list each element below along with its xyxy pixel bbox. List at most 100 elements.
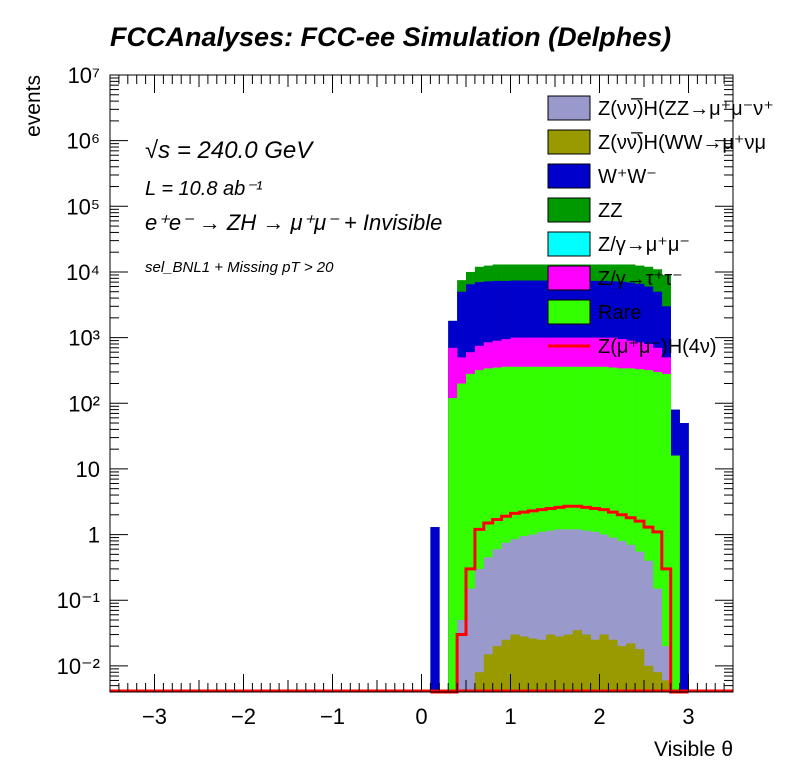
bar-rare-4 [466, 373, 476, 692]
bar-zhzz-24 [644, 560, 654, 692]
x-tick-label: 2 [593, 704, 605, 729]
y-tick-label: 10⁻¹ [57, 588, 100, 613]
x-tick-label: −1 [320, 704, 345, 729]
bar-zhzz-20 [608, 537, 618, 692]
bar-rare-18 [590, 366, 600, 692]
bar-zhzz-21 [617, 540, 627, 692]
bar-zhzz-11 [528, 534, 538, 692]
bar-zhww-23 [635, 649, 645, 692]
bar-rare-7 [492, 367, 502, 692]
bar-zhww-20 [608, 639, 618, 692]
bar-rare-22 [626, 368, 636, 692]
bar-ww-0 [430, 527, 440, 692]
x-tick-label: 3 [682, 704, 694, 729]
bar-zhzz-7 [492, 549, 502, 692]
y-tick-label: 10⁻² [57, 654, 100, 679]
bar-zhzz-5 [474, 568, 485, 692]
legend-swatch [547, 129, 591, 155]
bar-zhzz-6 [483, 557, 493, 692]
bar-zhzz-26 [661, 646, 671, 692]
x-axis-label: Visible θ [654, 738, 733, 761]
bar-zhww-12 [537, 639, 547, 692]
bar-rare-5 [474, 370, 485, 692]
bar-zhww-11 [528, 638, 538, 692]
signal-step [430, 504, 689, 694]
bar-zhww-13 [546, 634, 556, 692]
bar-rare-9 [510, 366, 520, 692]
bar-zhzz-9 [510, 539, 520, 692]
signal-line [430, 504, 689, 694]
bar-zhww-25 [652, 672, 663, 692]
y-axis-label: events [22, 75, 45, 137]
legend: Z(νν̅)H(ZZ→μ⁺μ⁻ν⁺ Z(νν̅)H(WW→μ⁺νμ W⁺W⁻ ZZ Z/… [547, 95, 774, 358]
x-tick-label: 1 [504, 704, 516, 729]
bar-rare-26 [661, 373, 671, 692]
bar-rare-20 [608, 367, 618, 692]
bar-zhww-19 [599, 634, 609, 692]
bar-ww-28 [679, 423, 689, 692]
bar-zhzz-23 [635, 551, 645, 692]
annotation-lumi: L = 10.8 ab⁻¹ [145, 178, 263, 200]
bar-rare-10 [519, 366, 529, 692]
bar-zhww-24 [644, 665, 654, 692]
bar-rare-11 [528, 366, 538, 692]
legend-label: Z(μ⁺μ⁻)H(4ν) [598, 336, 717, 358]
bar-zhzz-19 [599, 534, 609, 692]
bar-rare-3 [457, 383, 467, 692]
bar-zhww-8 [501, 639, 511, 692]
annotation-sqrt-s: √s = 240.0 GeV [145, 137, 314, 164]
x-tick-labels: −3 −2 −1 0 1 2 3 [142, 704, 695, 729]
bar-zhww-7 [492, 646, 502, 692]
legend-swatch [547, 197, 591, 223]
bar-rare-27 [670, 455, 680, 692]
legend-swatch [547, 231, 591, 257]
bar-zhww-10 [519, 636, 529, 692]
y-tick-label: 1 [88, 523, 100, 548]
bar-zhzz-15 [563, 529, 574, 692]
bar-zhww-17 [581, 634, 591, 692]
legend-label: ZZ [598, 200, 622, 222]
bar-zhzz-4 [466, 588, 476, 692]
annotation-selection: sel_BNL1 + Missing pT > 20 [145, 259, 334, 276]
bar-rare-12 [537, 366, 547, 692]
bar-zhzz-8 [501, 542, 511, 692]
y-tick-label: 10⁶ [66, 129, 100, 154]
legend-swatch [547, 95, 591, 121]
legend-label: Z/γ→μ⁺μ⁻ [598, 234, 690, 256]
bar-zhzz-3 [457, 619, 467, 692]
bar-zhzz-14 [555, 529, 565, 692]
chart-title: FCCAnalyses: FCC-ee Simulation (Delphes) [110, 22, 671, 52]
y-tick-label: 10⁴ [66, 260, 100, 285]
bar-zhww-5 [474, 672, 485, 692]
bar-zhww-14 [555, 636, 565, 692]
x-tick-label: −2 [231, 704, 256, 729]
bar-zhzz-10 [519, 536, 529, 692]
bar-zhww-21 [617, 646, 627, 692]
bar-zhzz-13 [546, 530, 556, 692]
bar-zhww-6 [483, 654, 493, 692]
bar-rare-24 [644, 370, 654, 692]
bar-zhww-15 [563, 634, 574, 692]
legend-label: Z/γ→τ⁺τ⁻ [598, 268, 683, 290]
y-tick-label: 10 [76, 457, 100, 482]
x-tick-label: 0 [415, 704, 427, 729]
bar-zhzz-25 [652, 588, 663, 692]
bar-rare-17 [581, 366, 591, 692]
legend-label: W⁺W⁻ [598, 166, 657, 188]
bar-zhzz-18 [590, 531, 600, 692]
histogram-bars [110, 264, 733, 693]
bar-zhzz-12 [537, 531, 547, 692]
bar-rare-19 [599, 366, 609, 692]
bar-rare-8 [501, 366, 511, 692]
legend-swatch [547, 299, 591, 325]
bar-zhww-9 [510, 634, 520, 692]
legend-swatch [547, 265, 591, 291]
bar-zhww-22 [626, 643, 636, 692]
legend-label: Z(νν̅)H(WW→μ⁺νμ [598, 131, 766, 154]
legend-label: Rare [598, 302, 641, 324]
bar-zhww-16 [572, 630, 582, 692]
bar-zhww-26 [661, 680, 671, 692]
annotation-process: e⁺e⁻ → ZH → μ⁺μ⁻ + Invisible [145, 210, 442, 235]
legend-label: Z(νν̅)H(ZZ→μ⁺μ⁻ν⁺ [598, 97, 774, 120]
